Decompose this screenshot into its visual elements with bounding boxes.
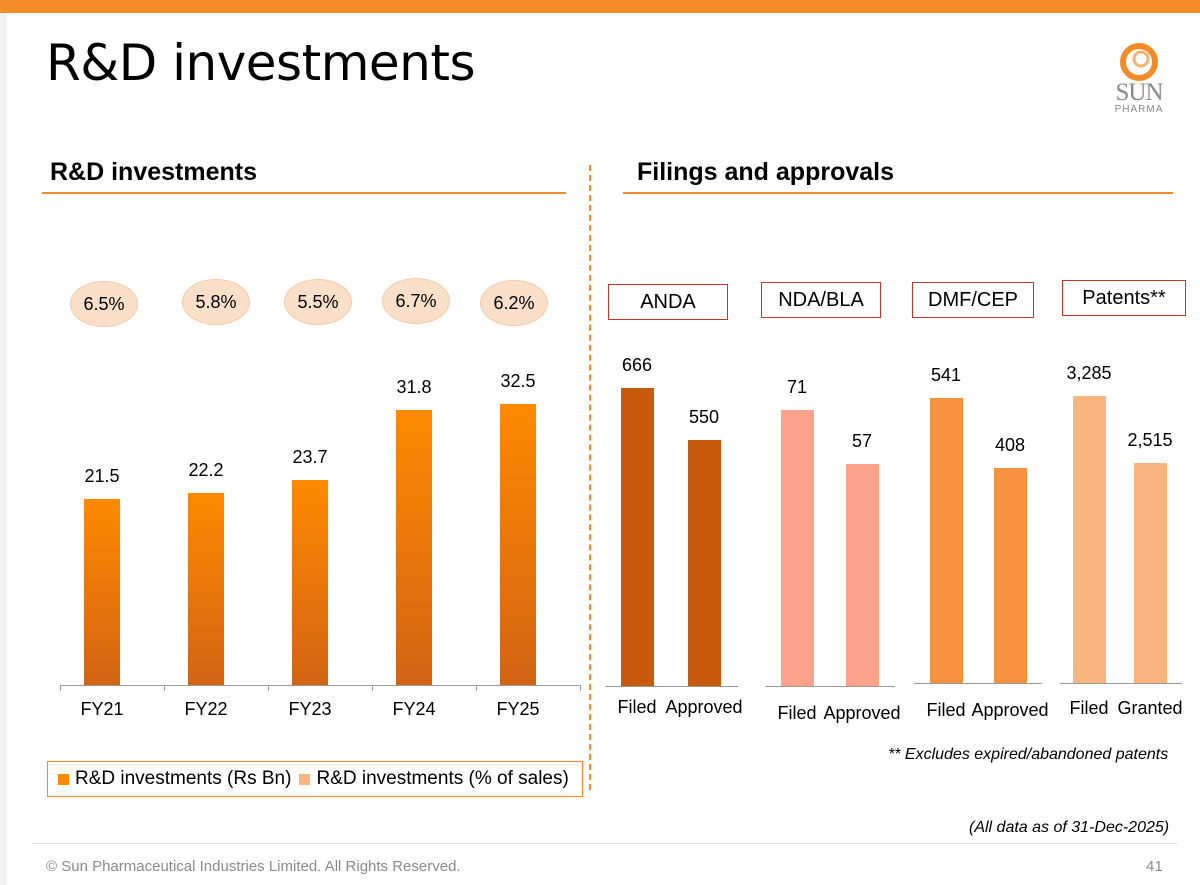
data-label: 3,285 xyxy=(1066,363,1112,383)
rd-section-rule xyxy=(42,192,566,194)
category-label-anda: ANDA xyxy=(608,284,728,320)
copyright-notice: © Sun Pharmaceutical Industries Limited.… xyxy=(46,858,461,875)
x-axis-tick xyxy=(268,685,269,691)
bar-filed xyxy=(929,398,963,683)
category-label-dmfcep: DMF/CEP xyxy=(912,282,1034,318)
logo-wordmark: SUN xyxy=(1115,79,1163,106)
bar-approved xyxy=(993,468,1027,683)
bar-filed xyxy=(620,388,654,686)
x-axis-tick xyxy=(60,685,61,691)
left-edge-strip xyxy=(0,13,7,885)
bar-approved xyxy=(687,439,721,686)
pct-sales-bubble: 6.2% xyxy=(480,280,548,326)
data-label: 23.7 xyxy=(292,447,328,468)
x-tick-label: Approved xyxy=(823,703,901,723)
data-label: 32.5 xyxy=(500,370,536,391)
legend-label-rs-bn: R&D investments (Rs Bn) xyxy=(75,768,292,789)
x-axis-tick xyxy=(580,685,581,691)
data-label: 541 xyxy=(930,365,962,385)
data-label: 21.5 xyxy=(84,466,120,487)
data-label: 666 xyxy=(621,355,653,375)
x-tick-label: FY25 xyxy=(496,699,540,719)
data-label: 2,515 xyxy=(1127,430,1173,451)
x-tick-label: Filed xyxy=(1069,698,1109,718)
company-logo: SUN PHARMA xyxy=(1106,42,1172,122)
x-axis-tick xyxy=(164,685,165,691)
pct-sales-bubble: 5.5% xyxy=(284,279,352,325)
page-title: R&D investments xyxy=(46,34,476,92)
sun-logo-icon xyxy=(1120,43,1158,81)
x-axis-tick xyxy=(372,685,373,691)
x-tick-label: FY23 xyxy=(288,699,332,719)
bar-granted xyxy=(1133,463,1167,683)
x-tick-label: Granted xyxy=(1117,698,1183,718)
group-axis xyxy=(1060,683,1182,684)
footer-rule xyxy=(32,843,1177,844)
x-tick-label: Filed xyxy=(617,697,657,717)
bar-approved xyxy=(845,464,879,686)
bar-fy24 xyxy=(396,409,432,685)
bar-fy22 xyxy=(188,493,224,685)
pct-sales-bubble: 6.5% xyxy=(70,281,138,327)
group-axis xyxy=(765,686,895,687)
category-label-patents: Patents** xyxy=(1062,280,1186,316)
filings-section-heading: Filings and approvals xyxy=(637,158,894,186)
pct-sales-bubble: 6.7% xyxy=(382,278,450,324)
bar-fy23 xyxy=(292,480,328,685)
legend-label-pct-sales: R&D investments (% of sales) xyxy=(316,768,569,789)
patents-footnote: ** Excludes expired/abandoned patents xyxy=(888,746,1169,763)
bar-fy21 xyxy=(84,499,120,685)
x-tick-label: FY24 xyxy=(392,699,436,719)
data-label: 71 xyxy=(786,377,808,397)
x-tick-label: Filed xyxy=(926,700,966,720)
data-label: 31.8 xyxy=(396,376,432,397)
x-tick-label: Approved xyxy=(665,697,743,717)
data-label: 408 xyxy=(994,435,1026,456)
category-label-ndabla: NDA/BLA xyxy=(761,282,881,318)
x-tick-label: Filed xyxy=(777,703,817,723)
bar-filed xyxy=(1072,396,1106,683)
data-label: 22.2 xyxy=(188,460,224,480)
data-label: 550 xyxy=(688,406,720,427)
section-divider xyxy=(589,165,591,790)
legend-swatch-rs-bn xyxy=(58,773,69,785)
data-label: 57 xyxy=(851,431,873,452)
x-axis-tick xyxy=(476,685,477,691)
x-tick-label: FY22 xyxy=(184,699,228,719)
pct-sales-bubble: 5.8% xyxy=(182,279,250,325)
x-axis xyxy=(60,685,580,686)
logo-subtitle: PHARMA xyxy=(1114,104,1164,115)
bar-fy25 xyxy=(500,403,536,685)
group-axis xyxy=(605,686,738,687)
group-axis xyxy=(914,683,1042,684)
rd-section-heading: R&D investments xyxy=(50,158,257,186)
data-date-note: (All data as of 31-Dec-2025) xyxy=(969,819,1170,836)
x-tick-label: Approved xyxy=(971,700,1049,720)
bar-filed xyxy=(780,410,814,686)
filings-section-rule xyxy=(623,192,1173,194)
x-tick-label: FY21 xyxy=(80,699,124,719)
top-accent-bar xyxy=(0,0,1200,13)
chart-legend: R&D investments (Rs Bn) R&D investments … xyxy=(47,761,583,797)
page-number: 41 xyxy=(1146,858,1163,875)
legend-swatch-pct-sales xyxy=(299,773,311,785)
